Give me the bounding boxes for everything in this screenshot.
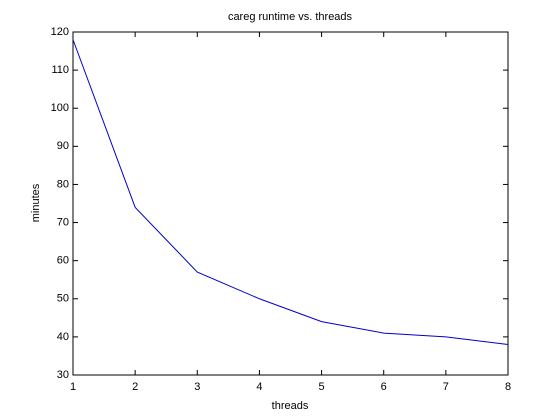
x-tick-label: 2 <box>132 381 138 393</box>
y-tick-label: 40 <box>57 331 69 343</box>
x-tick-label: 1 <box>70 381 76 393</box>
data-line <box>72 39 509 346</box>
y-tick-label: 50 <box>57 293 69 305</box>
y-tick-label: 100 <box>51 102 69 114</box>
x-tick-label: 7 <box>443 381 449 393</box>
x-tick-label: 8 <box>505 381 511 393</box>
x-axis-label: threads <box>272 400 309 412</box>
y-tick-label: 120 <box>51 26 69 38</box>
y-tick-label: 30 <box>57 369 69 381</box>
y-tick-label: 90 <box>57 140 69 152</box>
axes-box <box>72 31 509 376</box>
y-tick-label: 60 <box>57 255 69 267</box>
x-tick-label: 5 <box>319 381 325 393</box>
x-tick-label: 4 <box>256 381 262 393</box>
x-tick-label: 6 <box>381 381 387 393</box>
y-axis-label: minutes <box>30 183 42 222</box>
x-tick-label: 3 <box>194 381 200 393</box>
y-tick-label: 110 <box>51 64 69 76</box>
y-tick-label: 70 <box>57 216 69 228</box>
y-tick-label: 80 <box>57 178 69 190</box>
chart-title: careg runtime vs. threads <box>228 11 353 23</box>
